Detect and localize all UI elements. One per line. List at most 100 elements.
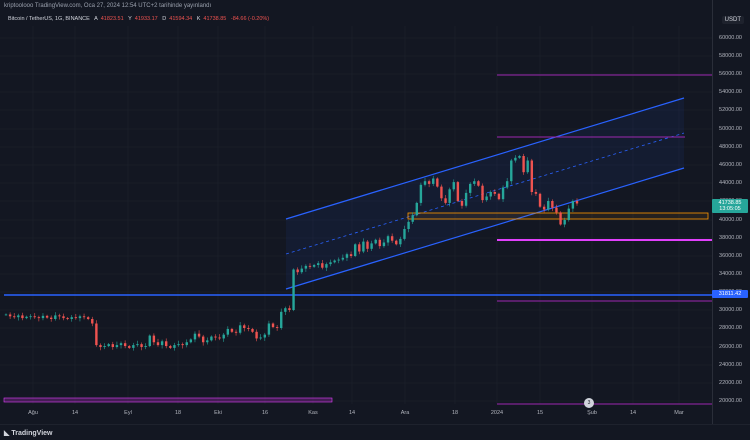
- candle-body: [333, 260, 336, 263]
- candle-body: [271, 323, 275, 328]
- candle-body: [111, 344, 115, 347]
- symbol-legend[interactable]: Bitcoin / TetherUS, 1G, BINANCE A 41823.5…: [0, 12, 712, 26]
- time-label: 14: [629, 410, 637, 416]
- candle-body: [353, 244, 357, 256]
- candle-body: [304, 265, 308, 269]
- candle-body: [542, 206, 546, 210]
- candle-body: [189, 339, 193, 343]
- candle-body: [538, 193, 542, 207]
- candle-body: [349, 254, 353, 256]
- candle-body: [436, 178, 439, 187]
- candle-body: [432, 178, 435, 184]
- candle-body: [193, 333, 197, 340]
- candle-body: [263, 334, 266, 338]
- chart-area[interactable]: [0, 0, 712, 424]
- candle-body: [571, 201, 575, 209]
- candle-body: [555, 207, 558, 213]
- close-value: 41738.85: [203, 16, 227, 22]
- candle-body: [251, 328, 254, 332]
- time-label: Ağu: [28, 410, 38, 416]
- candle-body: [206, 340, 209, 343]
- candle-body: [243, 325, 246, 328]
- candle-body: [427, 181, 431, 184]
- price-label: 56000.00: [719, 71, 742, 77]
- low-label: D: [162, 16, 167, 22]
- price-label: 34000.00: [719, 271, 742, 277]
- candle-body: [41, 315, 45, 319]
- candle-body: [575, 201, 579, 204]
- current-price: 41738.85: [718, 200, 742, 206]
- price-label: 26000.00: [719, 344, 742, 350]
- currency-badge[interactable]: USDT: [721, 16, 744, 24]
- channel-upper-line: [285, 97, 685, 220]
- candle-body: [456, 182, 460, 201]
- candle-body: [82, 316, 86, 318]
- candle-body: [325, 264, 328, 268]
- time-label: 18: [174, 410, 182, 416]
- time-label: 18: [451, 410, 459, 416]
- candle-body: [177, 344, 180, 346]
- brand-name: TradingView: [11, 430, 53, 437]
- candle-body: [522, 156, 525, 173]
- price-label: 40000.00: [719, 217, 742, 223]
- candle-body: [74, 317, 78, 319]
- candle-body: [370, 243, 373, 249]
- symbol-title[interactable]: Bitcoin / TetherUS, 1G, BINANCE: [8, 16, 90, 22]
- candle-body: [329, 262, 332, 265]
- price-label: 60000.00: [719, 35, 742, 41]
- candle-body: [374, 239, 377, 244]
- candle-body: [378, 239, 382, 247]
- change-value: -84.66 (-0.20%): [230, 16, 270, 22]
- candle-body: [501, 187, 505, 200]
- time-label: Eki: [214, 410, 222, 416]
- price-label: 46000.00: [719, 162, 742, 168]
- candle-body: [99, 345, 102, 347]
- candle-body: [423, 181, 427, 185]
- candle-body: [366, 241, 369, 249]
- candle-body: [201, 336, 205, 343]
- candle-body: [296, 269, 299, 273]
- candle-body: [411, 215, 414, 222]
- tv-logo-icon: ◣: [4, 430, 10, 437]
- time-label: 14: [348, 410, 356, 416]
- price-label: 24000.00: [719, 362, 742, 368]
- candle-body: [551, 201, 554, 208]
- time-axis[interactable]: Ağu 14 Eyl 18 Eki 16 Kas 14 Ara 18 2024 15 Şub 14 Mar: [0, 404, 712, 424]
- candle-body: [214, 336, 217, 338]
- candle-body: [226, 328, 230, 335]
- price-label: 50000.00: [719, 126, 742, 132]
- candle-body: [362, 241, 365, 252]
- time-label: Ara: [400, 410, 410, 416]
- candle-body: [518, 156, 521, 158]
- candle-body: [452, 182, 455, 190]
- tradingview-logo[interactable]: ◣ TradingView: [4, 429, 53, 437]
- high-value: 41933.17: [134, 16, 158, 22]
- candle-body: [115, 345, 119, 347]
- event-label: 3: [587, 400, 591, 406]
- candle-body: [8, 314, 12, 317]
- time-label: 14: [71, 410, 79, 416]
- candle-body: [128, 346, 131, 348]
- candle-body: [21, 315, 24, 319]
- candle-body: [267, 323, 271, 335]
- price-chart[interactable]: [0, 0, 712, 424]
- price-label: 38000.00: [719, 235, 742, 241]
- candle-body: [78, 316, 82, 319]
- candle-body: [222, 334, 225, 339]
- candle-body: [29, 316, 32, 318]
- candle-body: [444, 198, 447, 203]
- time-label: 16: [261, 410, 269, 416]
- candle-body: [395, 240, 398, 245]
- current-price-tag: 41738.85 13:05:05: [712, 199, 748, 213]
- price-label: 44000.00: [719, 180, 742, 186]
- candle-body: [308, 265, 312, 267]
- candle-body: [341, 257, 345, 260]
- candle-body: [103, 346, 106, 347]
- candle-body: [181, 344, 184, 346]
- candle-body: [62, 316, 65, 319]
- price-label: 20000.00: [719, 398, 742, 404]
- channel-fill: [286, 98, 684, 289]
- event-icon[interactable]: 3: [584, 398, 594, 408]
- candle-body: [390, 236, 394, 241]
- candle-body: [148, 335, 151, 347]
